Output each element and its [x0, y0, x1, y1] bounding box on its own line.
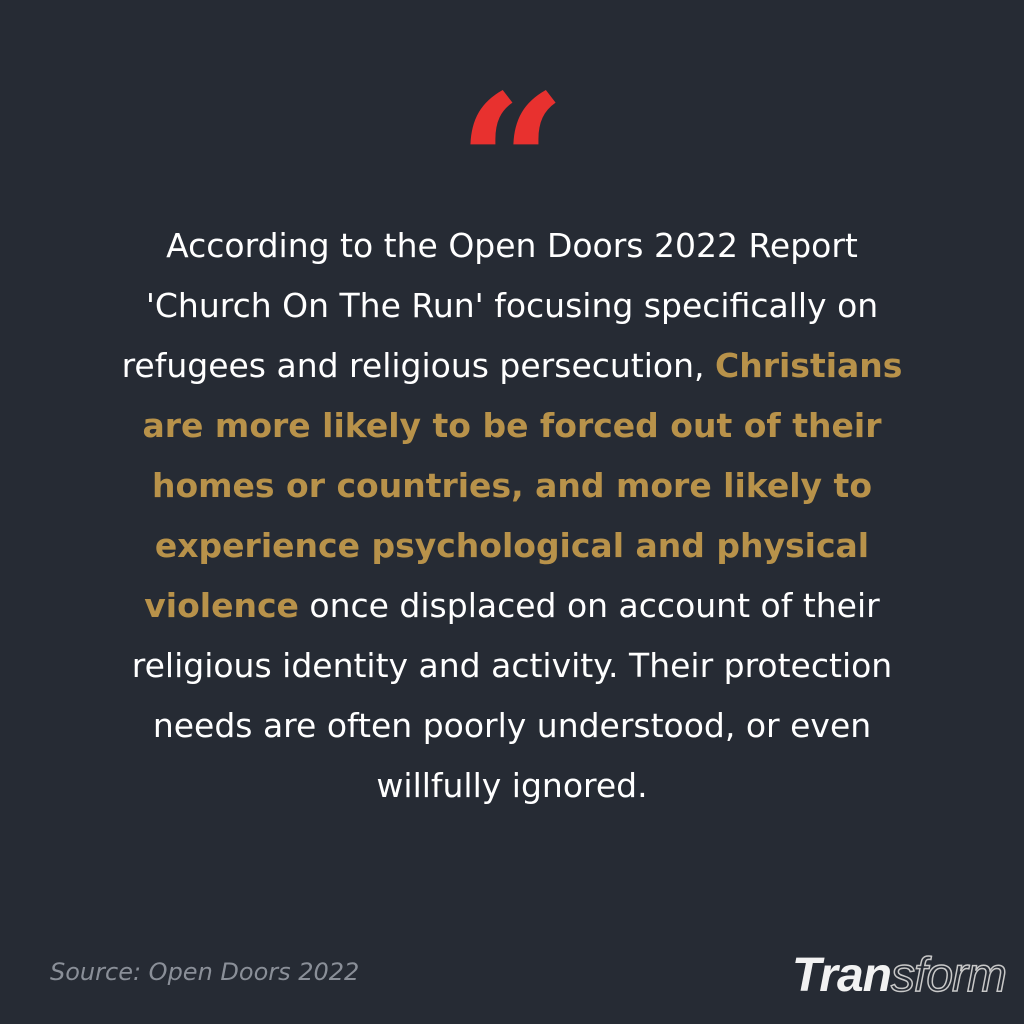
quote-line: needs are often poorly understood, or ev… — [0, 696, 1024, 756]
highlighted-text: Christians — [715, 346, 903, 385]
highlighted-text: homes or countries, and more likely to — [151, 466, 873, 505]
quote-segment: needs are often poorly understood, or ev… — [152, 706, 872, 745]
quote-text: According to the Open Doors 2022 Report '… — [0, 216, 1024, 816]
quote-line: experience psychological and physical — [0, 516, 1024, 576]
source-credit: Source: Open Doors 2022 — [50, 958, 360, 986]
logo-part-2: sform — [890, 948, 1008, 1003]
quote-line: According to the Open Doors 2022 Report — [0, 216, 1024, 276]
quote-line: are more likely to be forced out of thei… — [0, 396, 1024, 456]
quote-segment: According to the Open Doors 2022 Report — [166, 226, 858, 265]
quote-segment: once displaced on account of their — [298, 586, 880, 625]
quote-line: violence once displaced on account of th… — [0, 576, 1024, 636]
logo-part-1: Tran — [791, 949, 892, 1002]
quote-line: 'Church On The Run' focusing specificall… — [0, 276, 1024, 336]
quote-mark-icon: “ — [0, 70, 1024, 180]
quote-line: homes or countries, and more likely to — [0, 456, 1024, 516]
quote-line: willfully ignored. — [0, 756, 1024, 816]
quote-line: religious identity and activity. Their p… — [0, 636, 1024, 696]
transform-logo: Transform — [791, 948, 1008, 1003]
highlighted-text: are more likely to be forced out of thei… — [142, 406, 882, 445]
quote-segment: willfully ignored. — [376, 766, 648, 805]
quote-segment: refugees and religious persecution, — [121, 346, 715, 385]
highlighted-text: experience psychological and physical — [154, 526, 870, 565]
quote-segment: 'Church On The Run' focusing specificall… — [145, 286, 879, 325]
quote-line: refugees and religious persecution, Chri… — [0, 336, 1024, 396]
highlighted-text: violence — [144, 586, 299, 625]
quote-segment: religious identity and activity. Their p… — [131, 646, 893, 685]
